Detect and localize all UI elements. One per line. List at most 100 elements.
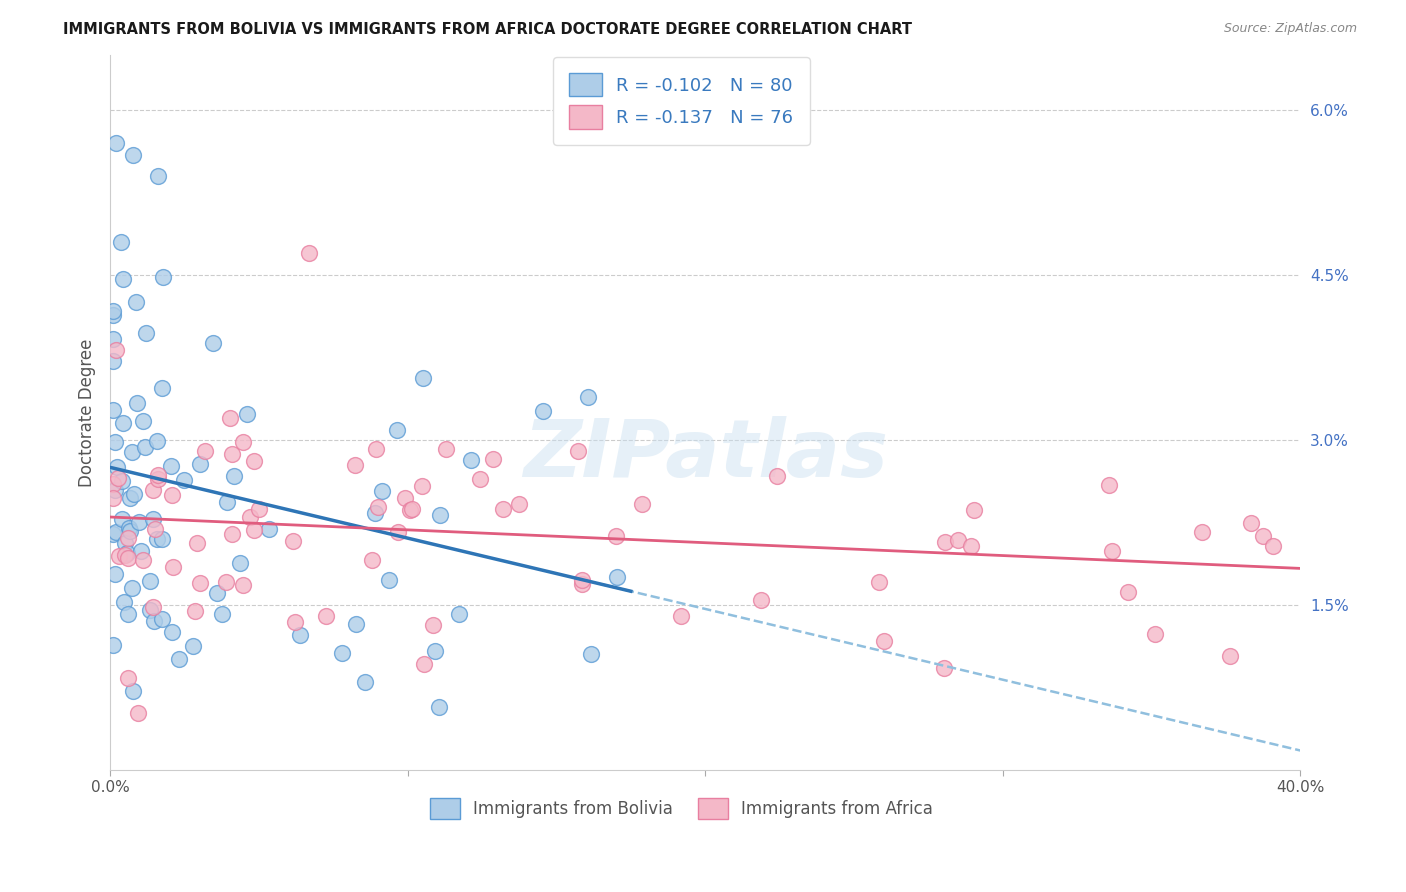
Point bbox=[146, 472, 169, 486]
Point bbox=[132, 553, 155, 567]
Point bbox=[127, 396, 149, 410]
Point bbox=[631, 496, 654, 510]
Point bbox=[1116, 584, 1139, 599]
Point bbox=[571, 577, 593, 591]
Point bbox=[354, 675, 377, 690]
Point bbox=[202, 336, 225, 351]
Point bbox=[868, 574, 890, 589]
Point bbox=[101, 353, 124, 368]
Point bbox=[101, 333, 124, 347]
Point bbox=[449, 607, 471, 622]
Point bbox=[117, 671, 139, 685]
Point bbox=[218, 411, 240, 425]
Point bbox=[398, 503, 420, 517]
Point bbox=[468, 472, 491, 486]
Point bbox=[215, 574, 238, 589]
Point bbox=[873, 634, 896, 648]
Point bbox=[194, 444, 217, 458]
Point bbox=[121, 581, 143, 595]
Point bbox=[118, 491, 141, 505]
Point bbox=[118, 521, 141, 535]
Point bbox=[394, 491, 416, 505]
Point bbox=[364, 507, 387, 521]
Point bbox=[117, 551, 139, 566]
Point bbox=[367, 500, 389, 514]
Point bbox=[143, 522, 166, 536]
Point bbox=[378, 573, 401, 587]
Point bbox=[422, 618, 444, 632]
Point bbox=[125, 295, 148, 310]
Point bbox=[259, 522, 281, 536]
Point bbox=[284, 615, 307, 629]
Point bbox=[401, 502, 423, 516]
Text: ZIPatlas: ZIPatlas bbox=[523, 417, 887, 494]
Point bbox=[188, 576, 211, 591]
Point bbox=[412, 371, 434, 385]
Point bbox=[1143, 627, 1166, 641]
Point bbox=[948, 533, 970, 547]
Point bbox=[962, 503, 984, 517]
Point bbox=[117, 607, 139, 622]
Point bbox=[579, 647, 602, 661]
Point bbox=[115, 546, 138, 560]
Point bbox=[129, 544, 152, 558]
Point bbox=[344, 458, 367, 472]
Point bbox=[217, 495, 239, 509]
Point bbox=[111, 474, 134, 488]
Point bbox=[361, 552, 384, 566]
Point bbox=[434, 442, 457, 456]
Point bbox=[111, 512, 134, 526]
Point bbox=[122, 487, 145, 501]
Point bbox=[315, 608, 337, 623]
Point bbox=[571, 574, 593, 588]
Point bbox=[491, 502, 513, 516]
Point bbox=[934, 535, 956, 549]
Point bbox=[751, 592, 773, 607]
Point bbox=[243, 454, 266, 468]
Point bbox=[162, 625, 184, 640]
Point bbox=[117, 531, 139, 545]
Point bbox=[121, 147, 143, 161]
Point bbox=[127, 706, 149, 720]
Point bbox=[121, 444, 143, 458]
Point bbox=[290, 627, 312, 641]
Point bbox=[101, 477, 124, 491]
Point bbox=[387, 525, 409, 540]
Point bbox=[112, 272, 135, 286]
Point bbox=[222, 469, 245, 483]
Legend: Immigrants from Bolivia, Immigrants from Africa: Immigrants from Bolivia, Immigrants from… bbox=[423, 791, 939, 826]
Point bbox=[148, 169, 170, 183]
Point bbox=[150, 612, 173, 626]
Point bbox=[146, 533, 169, 547]
Point bbox=[146, 434, 169, 448]
Text: Source: ZipAtlas.com: Source: ZipAtlas.com bbox=[1223, 22, 1357, 36]
Point bbox=[427, 699, 450, 714]
Point bbox=[104, 567, 127, 582]
Point bbox=[150, 381, 173, 395]
Point bbox=[105, 136, 128, 150]
Point bbox=[101, 491, 124, 506]
Point bbox=[281, 533, 304, 548]
Point bbox=[207, 585, 229, 599]
Point bbox=[508, 497, 530, 511]
Point bbox=[160, 488, 183, 502]
Point bbox=[188, 457, 211, 471]
Point bbox=[101, 308, 124, 322]
Point bbox=[429, 508, 451, 522]
Point bbox=[104, 483, 127, 497]
Point bbox=[932, 661, 955, 675]
Point bbox=[150, 532, 173, 546]
Point bbox=[411, 479, 433, 493]
Point bbox=[211, 607, 233, 622]
Point bbox=[605, 529, 627, 543]
Point bbox=[139, 574, 162, 588]
Point bbox=[232, 435, 254, 450]
Point bbox=[118, 524, 141, 538]
Point bbox=[142, 614, 165, 628]
Point bbox=[173, 473, 195, 487]
Point bbox=[135, 326, 157, 340]
Point bbox=[298, 246, 321, 260]
Point bbox=[576, 390, 599, 404]
Point bbox=[104, 343, 127, 357]
Point bbox=[221, 527, 243, 541]
